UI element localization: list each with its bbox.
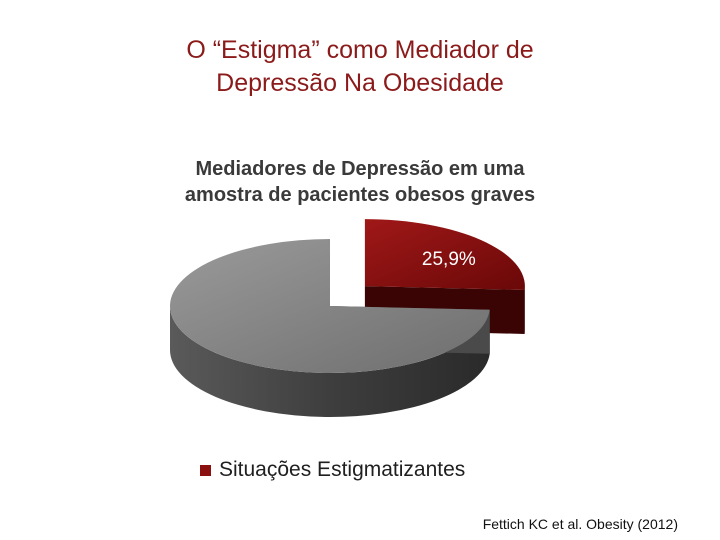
slide-title: O “Estigma” como Mediador de Depressão N…	[0, 34, 720, 100]
legend: Situações Estigmatizantes	[200, 458, 465, 482]
pie-slice-other	[169, 239, 490, 373]
chart-title-line-2: amostra de pacientes obesos graves	[184, 184, 536, 206]
chart-title-line-1: Mediadores de Depressão em uma	[195, 158, 525, 180]
source-citation: Fettich KC et al. Obesity (2012)	[482, 516, 678, 532]
chart-title: Mediadores de Depressão em uma amostra d…	[110, 156, 610, 208]
pie-slice-highlight	[364, 219, 525, 290]
slide-title-line-2: Depressão Na Obesidade	[216, 69, 504, 97]
pie-data-label: 25,9%	[422, 249, 476, 270]
slide-title-line-1: O “Estigma” como Mediador de	[186, 36, 534, 64]
pie-slice-side-other	[170, 306, 490, 418]
legend-label: Situações Estigmatizantes	[219, 458, 466, 481]
legend-swatch	[200, 464, 211, 476]
